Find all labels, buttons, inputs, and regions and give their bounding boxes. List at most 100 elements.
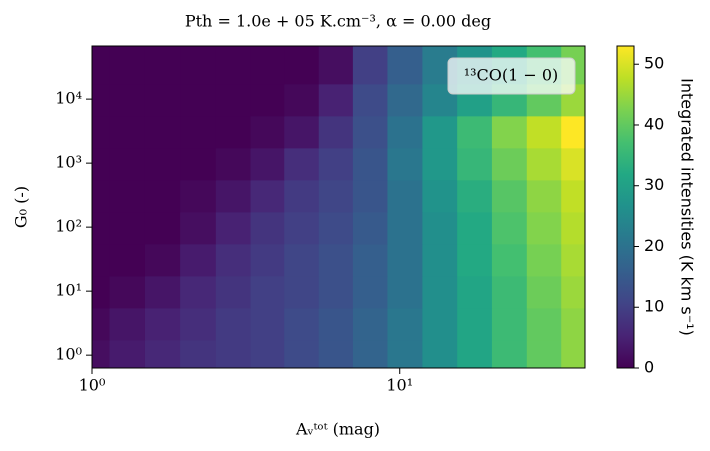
- heatmap-cell: [352, 147, 388, 181]
- heatmap-cell: [180, 243, 217, 277]
- heatmap-cell: [250, 46, 285, 85]
- heatmap-cell: [457, 179, 493, 213]
- heatmap-cell: [144, 179, 181, 213]
- heatmap-cell: [318, 179, 354, 213]
- heatmap-cell: [387, 243, 423, 277]
- heatmap-cell: [144, 147, 181, 181]
- heatmap-cell: [491, 275, 528, 309]
- colorbar-tick-label: 20: [644, 236, 664, 255]
- heatmap-cell: [215, 115, 252, 149]
- heatmap-cell: [92, 83, 111, 117]
- heatmap-cell: [457, 147, 493, 181]
- heatmap: [92, 46, 586, 369]
- heatmap-cell: [457, 211, 493, 245]
- colorbar: [616, 45, 635, 369]
- heatmap-cell: [318, 83, 354, 117]
- heatmap-cell: [561, 115, 586, 149]
- chart-title: Pth = 1.0e + 05 K.cm⁻³, α = 0.00 deg: [185, 12, 491, 31]
- heatmap-cell: [250, 147, 285, 181]
- colorbar-label: Integrated intensities (K km s⁻¹): [678, 78, 697, 336]
- heatmap-cell: [92, 179, 111, 213]
- heatmap-cell: [284, 275, 320, 309]
- heatmap-cell: [215, 211, 252, 245]
- heatmap-cell: [284, 211, 320, 245]
- heatmap-cell: [250, 307, 285, 341]
- heatmap-cell: [352, 211, 388, 245]
- plot-frame: [91, 45, 586, 369]
- heatmap-cell: [215, 83, 252, 117]
- y-tick-label: 10⁴: [55, 89, 82, 108]
- heatmap-cell: [180, 211, 217, 245]
- heatmap-cell: [526, 179, 562, 213]
- heatmap-cell: [318, 147, 354, 181]
- heatmap-cell: [387, 339, 423, 369]
- heatmap-cell: [284, 307, 320, 341]
- heatmap-cell: [180, 339, 217, 369]
- colorbar-tick-label: 0: [644, 358, 654, 377]
- heatmap-cell: [180, 179, 217, 213]
- colorbar-tick-label: 40: [644, 114, 664, 133]
- heatmap-cell: [250, 275, 285, 309]
- heatmap-cell: [109, 211, 146, 245]
- y-tick-label: 10³: [55, 153, 82, 172]
- heatmap-cell: [215, 339, 252, 369]
- heatmap-cell: [526, 275, 562, 309]
- heatmap-cell: [387, 275, 423, 309]
- heatmap-cell: [215, 307, 252, 341]
- heatmap-cell: [144, 83, 181, 117]
- heatmap-cell: [109, 147, 146, 181]
- annotation: ¹³CO(1 − 0): [464, 66, 559, 85]
- heatmap-cell: [491, 339, 528, 369]
- heatmap-cell: [318, 275, 354, 309]
- heatmap-cell: [526, 307, 562, 341]
- heatmap-cell: [250, 339, 285, 369]
- heatmap-cell: [422, 115, 458, 149]
- heatmap-cell: [92, 243, 111, 277]
- heatmap-cell: [352, 179, 388, 213]
- heatmap-cell: [491, 179, 528, 213]
- heatmap-cell: [526, 147, 562, 181]
- heatmap-cell: [318, 339, 354, 369]
- heatmap-cell: [457, 307, 493, 341]
- heatmap-cell: [422, 243, 458, 277]
- heatmap-cell: [318, 211, 354, 245]
- heatmap-cell: [92, 339, 111, 369]
- heatmap-cell: [491, 115, 528, 149]
- heatmap-cell: [387, 307, 423, 341]
- heatmap-cell: [180, 46, 217, 85]
- heatmap-cell: [352, 275, 388, 309]
- heatmap-cell: [387, 115, 423, 149]
- colorbar-tick-label: 10: [644, 297, 664, 316]
- heatmap-cell: [284, 83, 320, 117]
- heatmap-cell: [526, 211, 562, 245]
- heatmap-cell: [387, 179, 423, 213]
- annotation-box: [447, 57, 576, 95]
- heatmap-cell: [250, 243, 285, 277]
- heatmap-cell: [422, 179, 458, 213]
- heatmap-cell: [250, 211, 285, 245]
- heatmap-cell: [422, 307, 458, 341]
- heatmap-cell: [109, 83, 146, 117]
- heatmap-cell: [491, 211, 528, 245]
- y-axis-label: G₀ (-): [12, 186, 31, 228]
- heatmap-cell: [215, 147, 252, 181]
- heatmap-cell: [387, 83, 423, 117]
- heatmap-cell: [284, 147, 320, 181]
- heatmap-cell: [457, 339, 493, 369]
- heatmap-cell: [180, 275, 217, 309]
- colorbar-tick-label: 50: [644, 54, 664, 73]
- heatmap-cell: [144, 243, 181, 277]
- heatmap-cell: [109, 179, 146, 213]
- heatmap-cell: [250, 115, 285, 149]
- heatmap-cell: [387, 147, 423, 181]
- heatmap-cell: [387, 211, 423, 245]
- heatmap-cell: [422, 147, 458, 181]
- heatmap-cell: [387, 46, 423, 85]
- heatmap-cell: [284, 115, 320, 149]
- heatmap-cell: [422, 275, 458, 309]
- heatmap-cell: [457, 243, 493, 277]
- heatmap-cell: [144, 307, 181, 341]
- y-tick-label: 10²: [55, 217, 82, 236]
- heatmap-cell: [352, 307, 388, 341]
